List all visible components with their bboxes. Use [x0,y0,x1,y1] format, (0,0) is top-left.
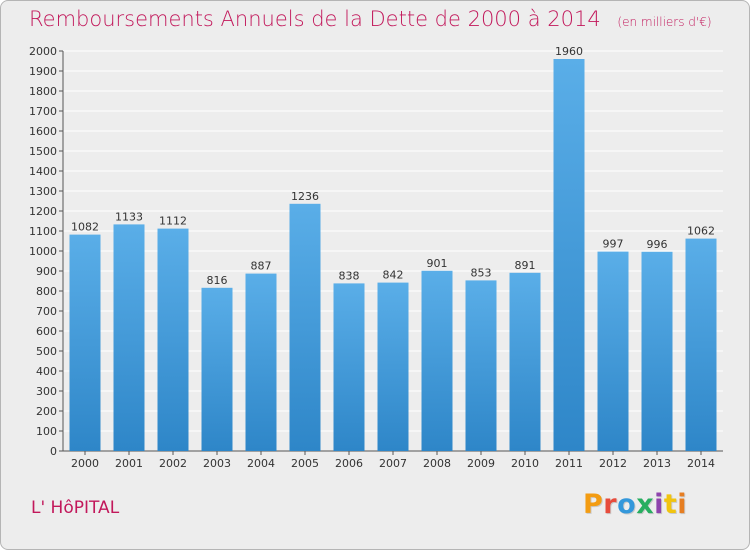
bar-2008 [421,270,453,451]
x-tick-label: 2012 [599,457,627,470]
y-tick-label: 1700 [29,105,57,118]
x-tick-label: 2000 [71,457,99,470]
y-tick-label: 500 [36,345,57,358]
data-label: 901 [427,257,448,270]
x-tick-label: 2014 [687,457,715,470]
y-tick-label: 1000 [29,245,57,258]
logo-letter: i [677,489,688,520]
bar-2011 [553,59,585,451]
logo-letter: P [583,489,604,520]
bar-2014 [685,238,717,451]
bar-2005 [289,203,321,451]
proxiti-logo[interactable]: Proxiti [583,489,687,520]
logo-letter: x [636,489,655,520]
y-tick-label: 1400 [29,165,57,178]
bar-2012 [597,251,629,451]
x-tick-label: 2001 [115,457,143,470]
data-label: 838 [339,269,360,282]
y-tick-label: 1900 [29,65,57,78]
chart-title: Remboursements Annuels de la Dette de 20… [29,7,712,31]
y-tick-label: 800 [36,285,57,298]
y-tick-label: 600 [36,325,57,338]
data-label: 1236 [291,190,319,203]
bar-2010 [509,272,541,451]
bar-2004 [245,273,277,451]
x-tick-label: 2004 [247,457,275,470]
y-tick-label: 1100 [29,225,57,238]
y-tick-label: 2000 [29,45,57,58]
x-tick-label: 2011 [555,457,583,470]
logo-letter: i [654,489,664,520]
x-tick-label: 2009 [467,457,495,470]
x-tick-label: 2007 [379,457,407,470]
x-tick-label: 2003 [203,457,231,470]
y-tick-label: 700 [36,305,57,318]
y-tick-label: 1500 [29,145,57,158]
y-tick-label: 300 [36,385,57,398]
bar-2001 [113,224,145,451]
x-tick-label: 2006 [335,457,363,470]
y-tick-label: 1800 [29,85,57,98]
y-tick-label: 1600 [29,125,57,138]
y-tick-label: 400 [36,365,57,378]
bar-2000 [69,234,101,451]
x-tick-label: 2002 [159,457,187,470]
y-tick-label: 900 [36,265,57,278]
chart-unit: (en milliers d'€) [617,15,712,29]
logo-letter: r [603,489,618,520]
x-tick-label: 2013 [643,457,671,470]
bar-2007 [377,282,409,451]
data-label: 1133 [115,210,143,223]
bar-2003 [201,287,233,451]
chart-title-text: Remboursements Annuels de la Dette de 20… [29,7,601,31]
y-tick-label: 1300 [29,185,57,198]
data-label: 997 [603,238,624,251]
data-label: 891 [515,259,536,272]
y-tick-label: 200 [36,405,57,418]
data-label: 996 [647,238,668,251]
data-label: 853 [471,266,492,279]
place-name: L' HôPITAL [31,498,120,518]
data-label: 1082 [71,221,99,234]
data-label: 842 [383,269,404,282]
y-tick-label: 1200 [29,205,57,218]
data-label: 887 [251,260,272,273]
y-tick-label: 0 [50,445,57,458]
logo-letter: o [617,489,637,520]
bar-2006 [333,283,365,451]
bar-2013 [641,251,673,451]
data-label: 816 [207,274,228,287]
y-tick-label: 100 [36,425,57,438]
bar-2002 [157,228,189,451]
x-tick-label: 2010 [511,457,539,470]
data-label: 1960 [555,45,583,58]
bar-2009 [465,280,497,451]
logo-letter: t [663,489,678,520]
data-label: 1112 [159,215,187,228]
x-tick-label: 2005 [291,457,319,470]
x-tick-label: 2008 [423,457,451,470]
data-label: 1062 [687,225,715,238]
